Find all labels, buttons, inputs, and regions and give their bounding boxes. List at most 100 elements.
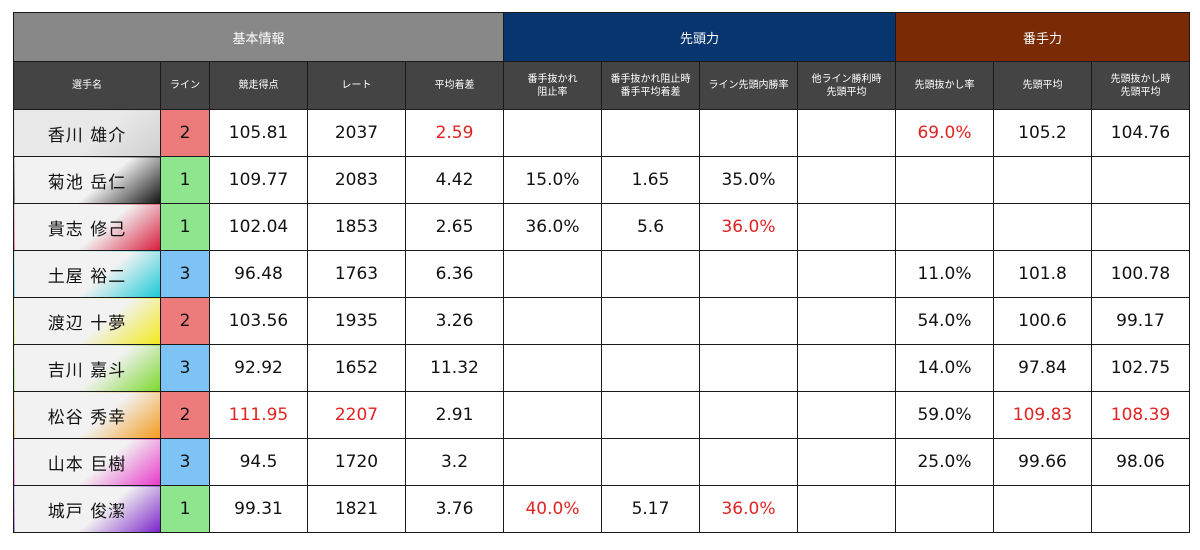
col-overtake-lead-avg: 先頭抜かし時 先頭平均 xyxy=(1091,61,1190,110)
avg-margin: 3.76 xyxy=(405,485,504,533)
block-rate: 15.0% xyxy=(503,156,602,204)
column-header-label: レート xyxy=(341,80,372,91)
rate: 1821 xyxy=(307,485,406,533)
line-lead-win xyxy=(699,438,798,486)
lead-avg xyxy=(993,485,1092,533)
lead-avg: 100.6 xyxy=(993,297,1092,345)
other-line-lead-avg xyxy=(797,109,896,157)
line-lead-win xyxy=(699,297,798,345)
player-name: 香川 雄介 xyxy=(13,109,161,157)
overtake-rate xyxy=(895,485,994,533)
table-row: 山本 巨樹 3 94.5 1720 3.2 25.0% 99.66 98.06 xyxy=(13,438,1190,486)
overtake-rate: 69.0% xyxy=(895,109,994,157)
col-block-rate: 番手抜かれ 阻止率 xyxy=(503,61,602,110)
block-rate xyxy=(503,344,602,392)
line-lead-win xyxy=(699,391,798,439)
player-name: 渡辺 十夢 xyxy=(13,297,161,345)
rate: 1652 xyxy=(307,344,406,392)
group-header-basic: 基本情報 xyxy=(13,12,504,62)
table-row: 吉川 嘉斗 3 92.92 1652 11.32 14.0% 97.84 102.75 xyxy=(13,344,1190,392)
avg-margin: 4.42 xyxy=(405,156,504,204)
player-name: 城戸 俊潔 xyxy=(13,485,161,533)
race-score: 109.77 xyxy=(209,156,308,204)
column-header-label: 阻止率 xyxy=(537,86,568,98)
overtake-rate xyxy=(895,203,994,251)
lead-avg xyxy=(993,203,1092,251)
block-avg-margin xyxy=(601,438,700,486)
block-avg-margin xyxy=(601,344,700,392)
table-row: 香川 雄介 2 105.81 2037 2.59 69.0% 105.2 104.76 xyxy=(13,109,1190,157)
column-header-label: 平均着差 xyxy=(434,80,475,91)
lead-avg: 99.66 xyxy=(993,438,1092,486)
overtake-lead-avg: 104.76 xyxy=(1091,109,1190,157)
line-number: 1 xyxy=(160,485,210,533)
table-row: 城戸 俊潔 1 99.31 1821 3.76 40.0% 5.17 36.0% xyxy=(13,485,1190,533)
column-header-label: 先頭平均 xyxy=(1120,86,1161,98)
overtake-rate: 14.0% xyxy=(895,344,994,392)
player-name: 貴志 修己 xyxy=(13,203,161,251)
avg-margin: 2.91 xyxy=(405,391,504,439)
block-avg-margin: 5.6 xyxy=(601,203,700,251)
overtake-lead-avg: 99.17 xyxy=(1091,297,1190,345)
col-lead-avg: 先頭平均 xyxy=(993,61,1092,110)
column-header-label: 競走得点 xyxy=(238,80,279,91)
avg-margin: 2.65 xyxy=(405,203,504,251)
block-avg-margin: 5.17 xyxy=(601,485,700,533)
col-player-name: 選手名 xyxy=(13,61,161,110)
col-rate: レート xyxy=(307,61,406,110)
other-line-lead-avg xyxy=(797,344,896,392)
column-header-label: 選手名 xyxy=(72,80,102,91)
player-name: 松谷 秀幸 xyxy=(13,391,161,439)
player-name: 菊池 岳仁 xyxy=(13,156,161,204)
player-name: 土屋 裕二 xyxy=(13,250,161,298)
other-line-lead-avg xyxy=(797,156,896,204)
line-lead-win xyxy=(699,250,798,298)
other-line-lead-avg xyxy=(797,485,896,533)
block-avg-margin xyxy=(601,250,700,298)
line-number: 2 xyxy=(160,109,210,157)
line-lead-win: 36.0% xyxy=(699,485,798,533)
race-score: 99.31 xyxy=(209,485,308,533)
group-header-lead: 先頭力 xyxy=(503,12,896,62)
col-race-score: 競走得点 xyxy=(209,61,308,110)
lead-avg xyxy=(993,156,1092,204)
race-score: 96.48 xyxy=(209,250,308,298)
race-score: 102.04 xyxy=(209,203,308,251)
overtake-lead-avg: 98.06 xyxy=(1091,438,1190,486)
race-score: 94.5 xyxy=(209,438,308,486)
rate: 2207 xyxy=(307,391,406,439)
race-score: 92.92 xyxy=(209,344,308,392)
overtake-rate: 54.0% xyxy=(895,297,994,345)
line-lead-win: 36.0% xyxy=(699,203,798,251)
column-header-label: 先頭平均 xyxy=(826,86,867,98)
block-avg-margin xyxy=(601,297,700,345)
col-line: ライン xyxy=(160,61,210,110)
player-name: 山本 巨樹 xyxy=(13,438,161,486)
overtake-rate: 25.0% xyxy=(895,438,994,486)
block-rate: 40.0% xyxy=(503,485,602,533)
block-avg-margin xyxy=(601,109,700,157)
line-number: 3 xyxy=(160,250,210,298)
block-rate xyxy=(503,250,602,298)
rate: 1720 xyxy=(307,438,406,486)
other-line-lead-avg xyxy=(797,438,896,486)
lead-avg: 109.83 xyxy=(993,391,1092,439)
table-row: 菊池 岳仁 1 109.77 2083 4.42 15.0% 1.65 35.0% xyxy=(13,156,1190,204)
overtake-lead-avg xyxy=(1091,203,1190,251)
block-avg-margin: 1.65 xyxy=(601,156,700,204)
line-lead-win: 35.0% xyxy=(699,156,798,204)
line-number: 2 xyxy=(160,391,210,439)
line-number: 2 xyxy=(160,297,210,345)
column-header-label: 番手抜かれ阻止時 xyxy=(610,73,691,85)
overtake-lead-avg: 108.39 xyxy=(1091,391,1190,439)
block-avg-margin xyxy=(601,391,700,439)
col-line-lead-win: ライン先頭内勝率 xyxy=(699,61,798,110)
avg-margin: 2.59 xyxy=(405,109,504,157)
column-header-label: 他ライン勝利時 xyxy=(811,73,882,85)
other-line-lead-avg xyxy=(797,250,896,298)
avg-margin: 11.32 xyxy=(405,344,504,392)
table-row: 松谷 秀幸 2 111.95 2207 2.91 59.0% 109.83 108.39 xyxy=(13,391,1190,439)
rate: 1763 xyxy=(307,250,406,298)
line-number: 3 xyxy=(160,344,210,392)
overtake-rate: 59.0% xyxy=(895,391,994,439)
